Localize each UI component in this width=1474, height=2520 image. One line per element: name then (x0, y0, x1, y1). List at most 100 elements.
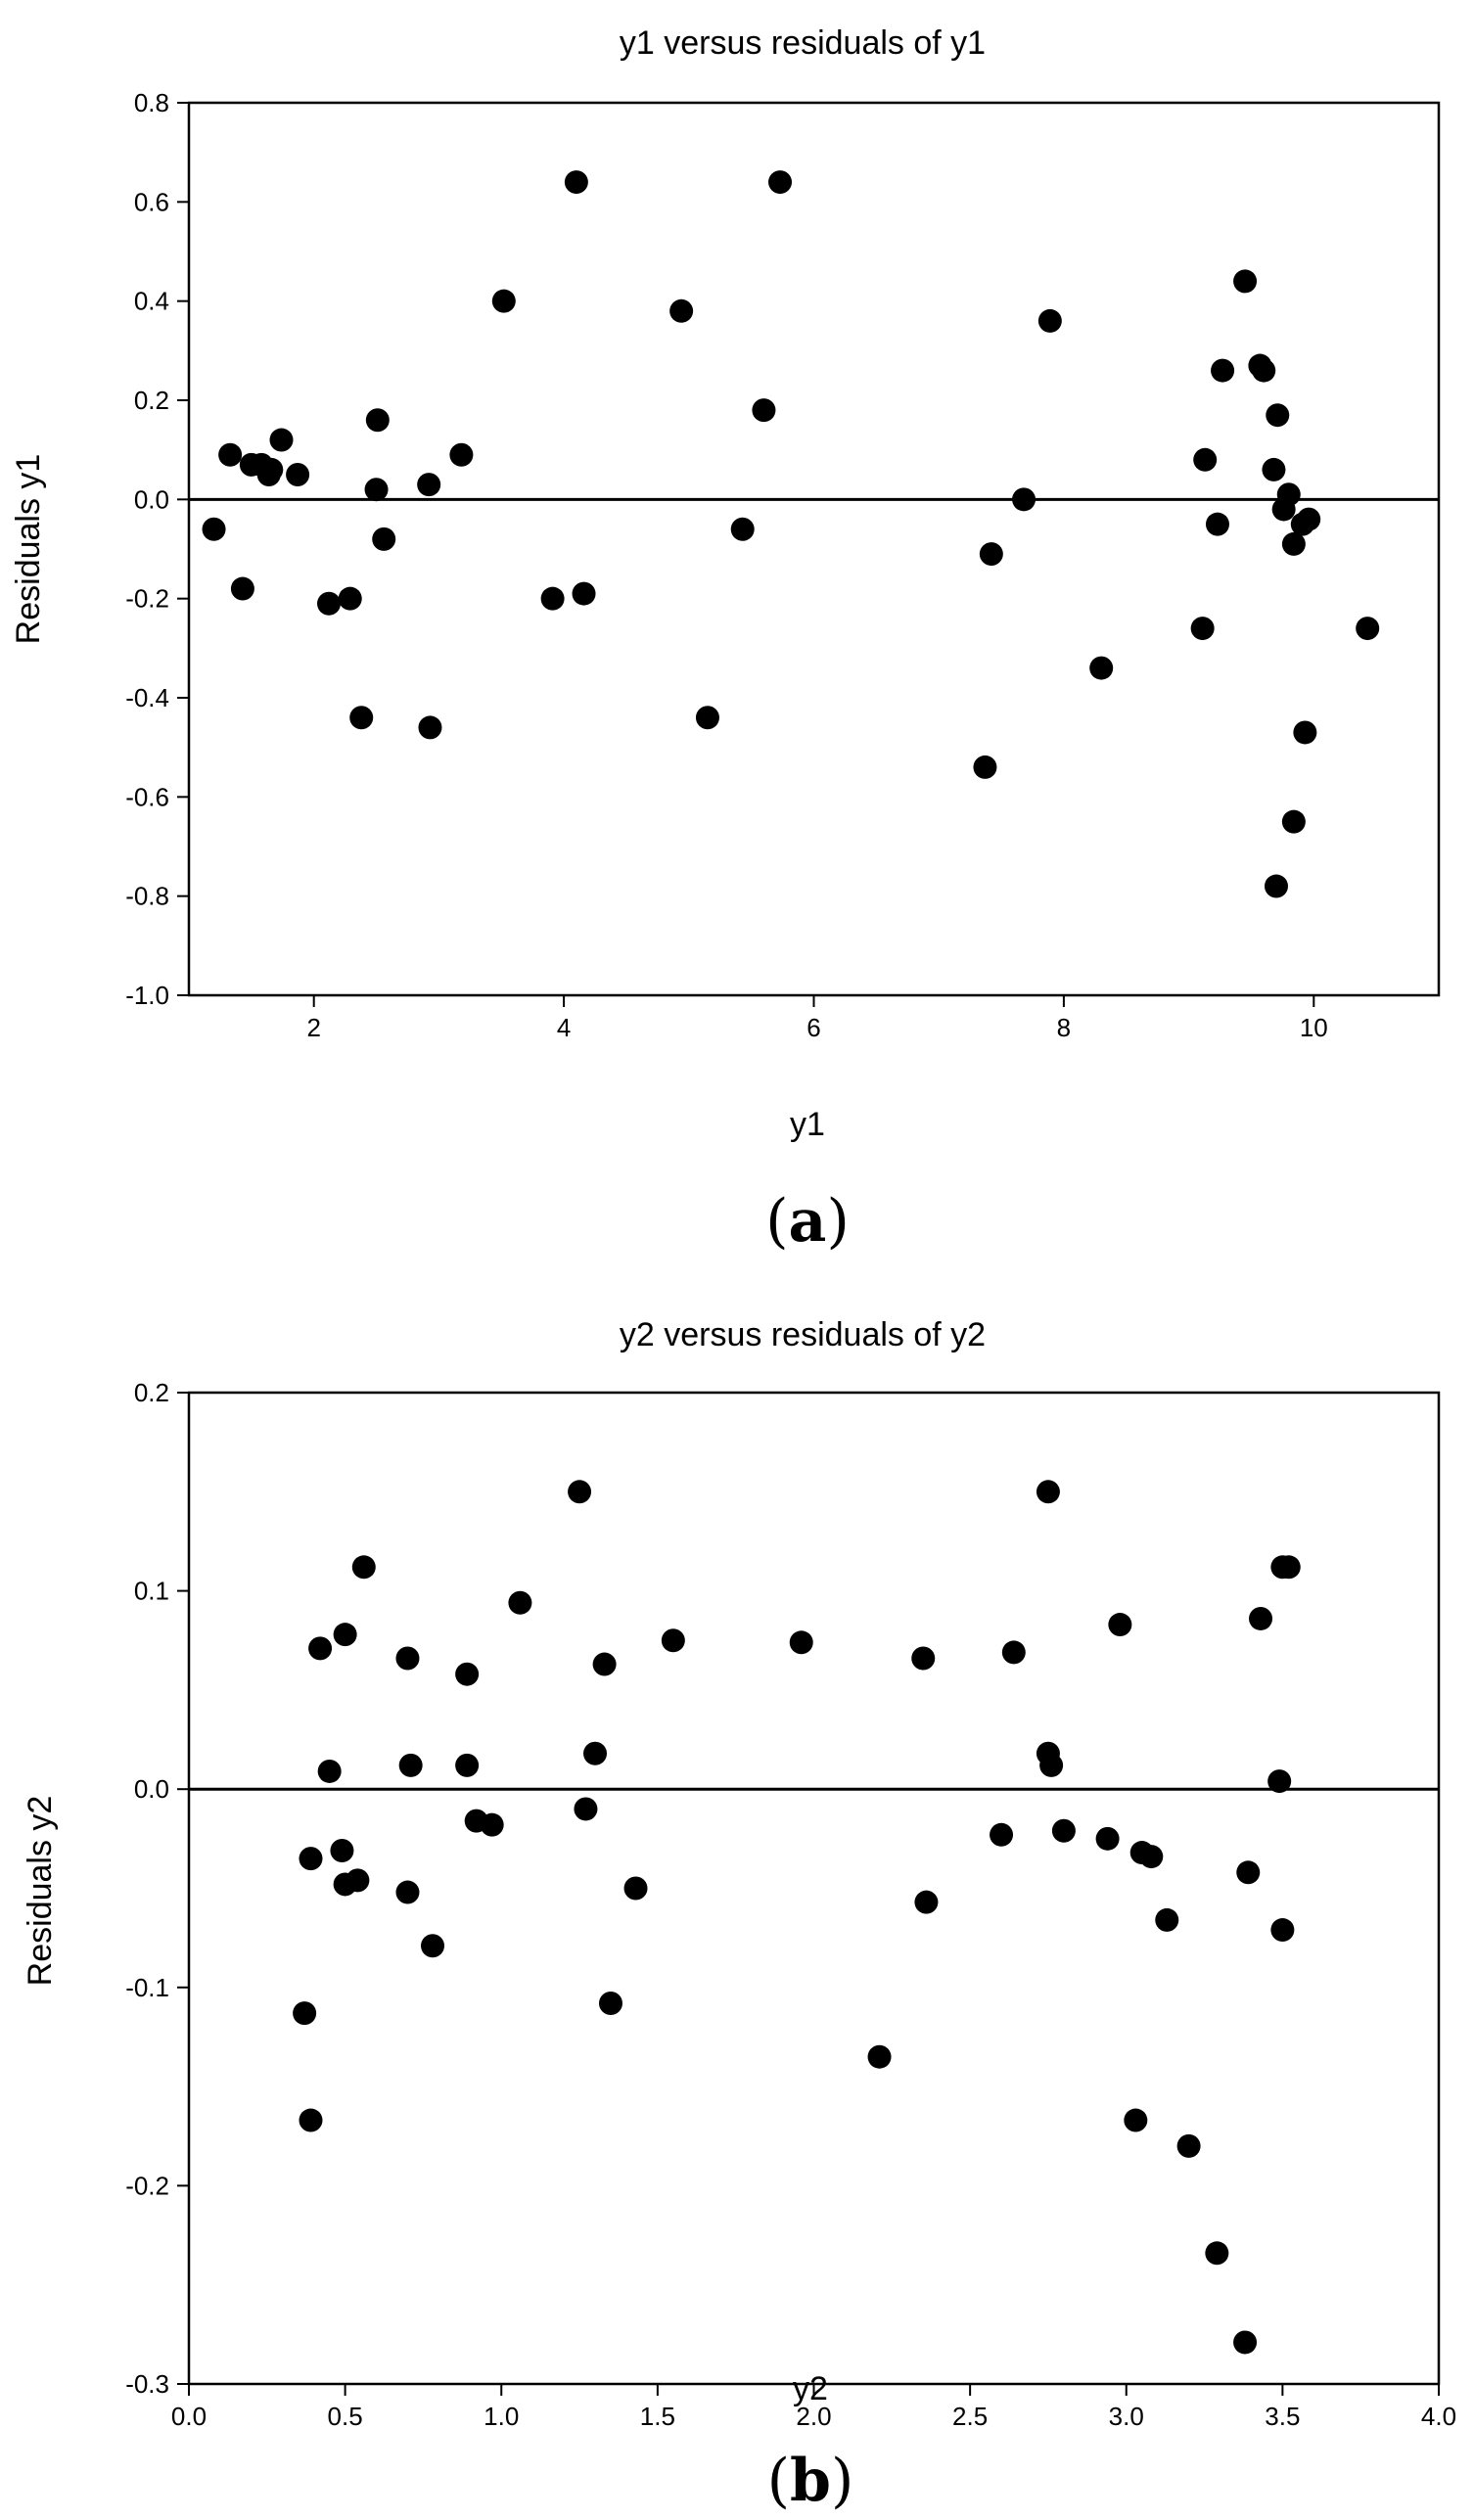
panel-a: y1 versus residuals of y1 -1.0 -0.8 -0.6 -0… (10, 24, 1441, 1256)
data-point-a-45 (1281, 531, 1306, 556)
data-point-a-36 (1233, 269, 1258, 294)
data-point-b-41 (1155, 1907, 1179, 1932)
x-axis-a: 2 4 6 8 10 (306, 995, 1328, 1042)
y-tick-label-b-4: 0.1 (134, 1577, 169, 1606)
plot-frame-b (187, 1391, 1441, 2386)
data-point-a-9 (317, 591, 342, 616)
data-point-b-4 (317, 1759, 342, 1783)
data-point-a-47 (1293, 720, 1317, 745)
y-axis-a: -1.0 -0.8 -0.6 -0.4 -0.2 0.0 0.2 0.4 0.6 0.8 (125, 88, 189, 1010)
data-point-a-14 (372, 527, 396, 551)
data-point-b-21 (583, 1741, 608, 1765)
data-point-a-25 (752, 398, 776, 423)
x-axis-label-a: y1 (790, 1106, 825, 1143)
y-tick-label-a-9: 0.8 (134, 88, 169, 117)
data-point-a-1 (218, 442, 243, 467)
x-tick-label-b-2: 1.0 (484, 2402, 519, 2431)
data-point-b-3 (308, 1636, 333, 1661)
data-point-a-21 (572, 581, 596, 606)
y-tick-label-a-3: -0.4 (125, 683, 169, 712)
data-point-a-2 (230, 576, 254, 601)
data-point-a-49 (1356, 617, 1380, 641)
scatter-points-a (202, 170, 1380, 898)
data-point-a-34 (1205, 512, 1229, 536)
data-point-b-8 (345, 1868, 370, 1893)
data-point-b-5 (330, 1839, 354, 1863)
data-point-a-31 (1089, 656, 1114, 680)
data-point-a-0 (202, 517, 226, 541)
data-point-b-34 (1039, 1753, 1064, 1777)
data-point-a-38 (1252, 358, 1276, 383)
data-point-a-28 (979, 542, 1003, 567)
x-tick-label-a-1: 4 (557, 1013, 571, 1042)
data-point-a-35 (1211, 358, 1235, 383)
data-point-b-19 (568, 1480, 592, 1504)
panel-b: y2 versus residuals of y2 -0.3 -0.2 -0.1 0.… (22, 1316, 1456, 2515)
data-point-b-10 (395, 1646, 420, 1671)
data-point-b-37 (1108, 1613, 1132, 1637)
y-tick-label-b-3: 0.0 (134, 1774, 169, 1804)
data-point-b-11 (395, 1880, 420, 1904)
data-point-b-25 (661, 1628, 685, 1653)
data-point-a-11 (349, 706, 374, 730)
data-point-a-27 (973, 755, 997, 779)
chart-title-a: y1 versus residuals of y1 (620, 24, 986, 62)
data-point-a-10 (338, 586, 362, 611)
data-point-b-32 (1036, 1480, 1060, 1504)
y-tick-label-a-7: 0.4 (134, 287, 169, 316)
y-tick-label-a-4: -0.2 (125, 584, 169, 614)
data-point-a-17 (449, 442, 474, 467)
x-tick-label-b-4: 2.0 (796, 2402, 831, 2431)
data-point-a-32 (1190, 617, 1215, 641)
data-point-b-50 (1276, 1555, 1301, 1580)
panel-label-b: (b) (767, 2447, 854, 2515)
data-point-b-46 (1249, 1606, 1273, 1630)
data-point-a-6 (259, 457, 284, 481)
data-point-a-39 (1262, 457, 1286, 481)
x-axis-label-b: y2 (793, 2370, 828, 2407)
y-tick-label-a-5: 0.0 (134, 484, 169, 514)
data-point-a-19 (540, 586, 565, 611)
data-point-b-12 (398, 1753, 423, 1777)
y-tick-label-b-0: -0.3 (125, 2369, 169, 2399)
data-point-a-20 (564, 170, 588, 195)
data-point-b-48 (1270, 1918, 1295, 1943)
x-tick-label-a-0: 2 (306, 1013, 320, 1042)
y-tick-label-a-8: 0.6 (134, 187, 169, 216)
data-point-b-35 (1051, 1818, 1076, 1843)
data-point-a-29 (1012, 487, 1036, 512)
data-point-b-9 (351, 1555, 376, 1580)
data-point-a-48 (1297, 507, 1321, 531)
data-point-b-27 (867, 2044, 892, 2069)
data-point-b-40 (1139, 1845, 1164, 1869)
data-point-a-43 (1276, 482, 1301, 507)
y-tick-label-a-6: 0.2 (134, 386, 169, 415)
x-tick-label-b-7: 3.5 (1265, 2402, 1300, 2431)
data-point-b-28 (911, 1646, 936, 1671)
y-axis-label-b: Residuals y2 (22, 1796, 59, 1987)
panel-label-a: (a) (765, 1187, 850, 1256)
x-tick-label-b-0: 0.0 (171, 2402, 207, 2431)
y-axis-label-a: Residuals y1 (10, 454, 47, 645)
plot-frame-a (187, 101, 1441, 997)
data-point-b-14 (455, 1662, 480, 1686)
data-point-b-17 (480, 1812, 504, 1837)
y-tick-label-a-2: -0.6 (125, 782, 169, 811)
data-point-a-44 (1281, 809, 1306, 834)
data-point-b-36 (1095, 1826, 1120, 1851)
data-point-b-29 (914, 1890, 939, 1914)
data-point-b-18 (508, 1590, 532, 1615)
data-point-a-18 (491, 289, 516, 313)
data-point-a-33 (1193, 447, 1218, 472)
data-point-a-40 (1264, 874, 1288, 898)
chart-title-b: y2 versus residuals of y2 (620, 1316, 986, 1353)
data-point-b-23 (598, 1992, 622, 2016)
data-point-b-43 (1205, 2241, 1229, 2266)
data-point-b-44 (1233, 2330, 1258, 2355)
y-axis-b: -0.3 -0.2 -0.1 0.0 0.1 0.2 (125, 1378, 189, 2399)
data-point-b-31 (1001, 1640, 1026, 1665)
y-tick-label-a-1: -0.8 (125, 882, 169, 911)
data-point-b-24 (623, 1876, 648, 1901)
data-point-a-13 (365, 408, 390, 433)
x-axis-b: 0.0 0.5 1.0 1.5 2.0 2.5 3.0 3.5 4.0 (171, 2384, 1456, 2431)
